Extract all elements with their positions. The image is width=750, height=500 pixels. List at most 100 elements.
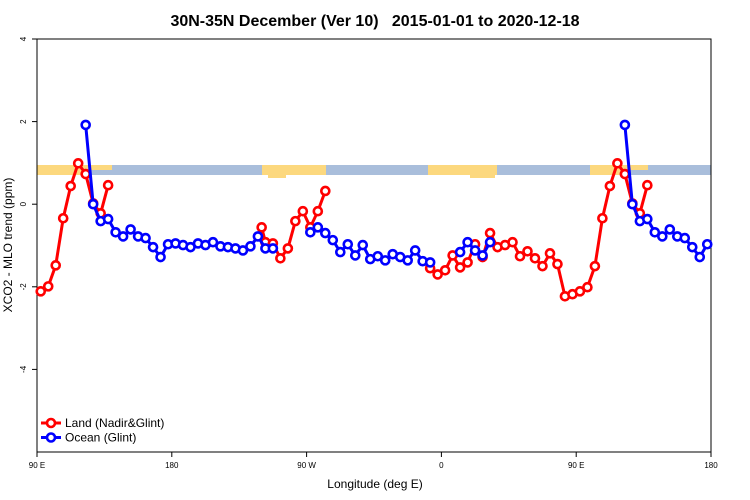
point <box>552 258 563 270</box>
point <box>320 227 331 239</box>
point <box>267 243 279 254</box>
point <box>432 269 443 280</box>
plot-frame <box>36 38 712 453</box>
x-tick-label: 90 E <box>29 461 45 470</box>
point <box>35 286 47 297</box>
point <box>462 236 473 248</box>
point <box>87 198 99 210</box>
point <box>402 255 414 266</box>
y-tick-label: 2 <box>19 119 28 124</box>
x-tick-label: 0 <box>439 461 444 470</box>
mask-land <box>37 165 87 175</box>
point <box>529 253 541 264</box>
land-ocean-mask <box>37 165 711 178</box>
point <box>649 226 661 238</box>
point <box>582 281 593 293</box>
point <box>619 119 631 131</box>
point <box>627 198 638 210</box>
point <box>574 286 586 297</box>
point <box>679 232 691 244</box>
point <box>477 250 488 261</box>
point <box>462 257 473 268</box>
point <box>507 236 518 248</box>
legend-label: Ocean (Glint) <box>65 431 136 445</box>
point <box>544 248 556 259</box>
point <box>256 222 267 233</box>
point <box>469 245 481 256</box>
x-tick-label: 90 W <box>297 461 316 470</box>
point <box>642 179 653 191</box>
point <box>275 253 286 264</box>
point <box>664 224 676 235</box>
point <box>522 245 533 257</box>
point <box>439 264 451 276</box>
x-tick-label: 90 E <box>568 461 584 470</box>
point <box>657 231 668 242</box>
point <box>357 239 369 251</box>
y-tick-label: -2 <box>19 283 28 291</box>
legend-marker <box>45 432 57 443</box>
x-axis-label: Longitude (deg E) <box>327 477 422 491</box>
mask-land <box>268 175 286 178</box>
point <box>297 205 309 217</box>
point <box>65 180 76 192</box>
point <box>80 168 91 180</box>
point <box>514 250 526 262</box>
point <box>42 281 54 292</box>
point <box>642 213 653 225</box>
point <box>701 238 713 250</box>
point <box>252 231 264 242</box>
point <box>484 227 496 239</box>
legend-label: Land (Nadir&Glint) <box>65 416 164 430</box>
y-axis-label: XCO2 - MLO trend (ppm) <box>1 178 15 313</box>
point <box>237 245 249 256</box>
y-tick-label: 4 <box>19 36 28 41</box>
x-tick-label: 180 <box>704 461 718 470</box>
point <box>424 257 436 268</box>
point <box>619 168 631 180</box>
point <box>72 158 84 169</box>
x-tick-label: 180 <box>165 461 179 470</box>
point <box>604 180 616 192</box>
point <box>207 236 219 248</box>
y-tick-label: 0 <box>19 201 28 206</box>
mask-land <box>623 165 648 170</box>
point <box>245 241 256 252</box>
point <box>155 251 166 263</box>
mask-land <box>262 165 326 175</box>
point <box>125 224 136 235</box>
point <box>349 250 361 261</box>
point <box>612 158 623 169</box>
point <box>320 185 331 197</box>
point <box>312 222 324 233</box>
point <box>589 260 601 272</box>
point <box>372 250 384 262</box>
point <box>305 226 316 238</box>
point <box>327 234 339 246</box>
point <box>379 255 391 266</box>
point <box>140 232 151 244</box>
point <box>147 241 159 253</box>
point <box>102 213 114 225</box>
point <box>597 212 608 224</box>
y-tick-label: -4 <box>19 365 28 373</box>
point <box>57 212 69 224</box>
point <box>537 260 548 272</box>
point <box>484 236 496 248</box>
point <box>117 231 129 242</box>
point <box>334 246 346 258</box>
point <box>454 262 466 273</box>
point <box>342 238 354 250</box>
point <box>282 243 294 254</box>
chart-title: 30N-35N December (Ver 10) 2015-01-01 to … <box>170 13 579 30</box>
legend-marker <box>45 417 57 429</box>
point <box>102 179 114 191</box>
point <box>290 215 301 227</box>
point <box>694 251 706 263</box>
mask-land <box>590 165 623 175</box>
mask-land <box>87 165 112 170</box>
point <box>454 246 466 258</box>
point <box>312 205 324 217</box>
mask-land <box>470 175 495 178</box>
